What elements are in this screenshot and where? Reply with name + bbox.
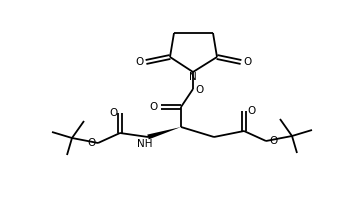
Text: O: O [244,57,252,67]
Text: O: O [196,85,204,95]
Text: N: N [189,72,197,82]
Text: O: O [247,106,255,116]
Polygon shape [147,127,181,139]
Text: O: O [150,102,158,112]
Text: NH: NH [137,139,153,149]
Text: O: O [87,138,95,148]
Text: O: O [269,136,277,146]
Text: O: O [109,108,117,118]
Text: O: O [135,57,143,67]
